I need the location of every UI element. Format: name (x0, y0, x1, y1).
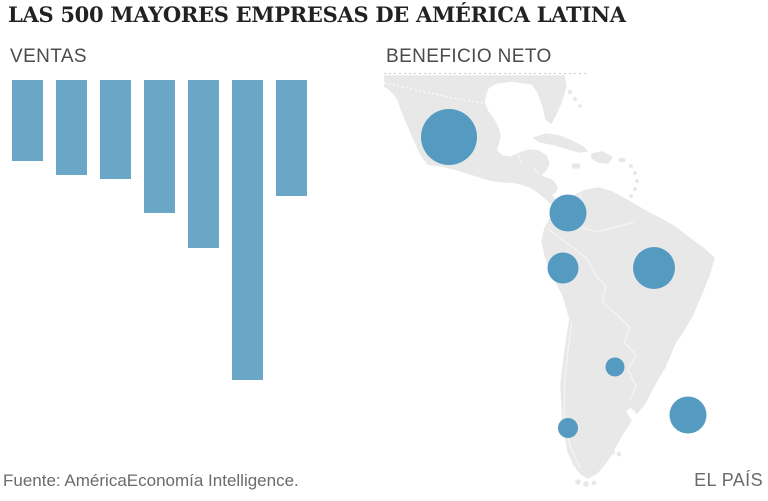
ventas-bar-7 (276, 80, 307, 196)
source-credit: Fuente: AméricaEconomía Intelligence. (3, 471, 299, 490)
ventas-bar-6 (232, 80, 263, 380)
hispaniola-island (591, 151, 613, 164)
brand-logo: EL PAÍS (694, 470, 763, 490)
ventas-section-label: VENTAS (10, 46, 88, 67)
profit-bubbles-layer (421, 109, 707, 438)
page-title: LAS 500 MAYORES EMPRESAS DE AMÉRICA LATI… (8, 2, 626, 27)
ventas-bar-3 (100, 80, 131, 179)
country-borders (517, 154, 637, 469)
bahamas-island (567, 89, 573, 95)
ventas-bar-4 (144, 80, 175, 213)
puerto-rico-island (618, 157, 626, 163)
latam-map (384, 73, 715, 487)
profit-bubble-northern-argentina (605, 357, 625, 377)
ventas-bar-1 (12, 80, 43, 161)
profit-bubble-mexico (421, 109, 477, 165)
us-mexico-border (384, 82, 485, 104)
beneficio-section-label: BENEFICIO NETO (386, 46, 552, 67)
profit-bubble-colombia (549, 194, 587, 232)
jamaica-island (571, 163, 581, 169)
ventas-bar-2 (56, 80, 87, 175)
ventas-bar-chart (12, 80, 307, 380)
profit-bubble-brazil (633, 247, 675, 289)
cuba-island (533, 133, 588, 153)
ventas-bar-5 (188, 80, 219, 248)
southern-islands (575, 449, 622, 487)
falklands-island (609, 449, 615, 455)
profit-bubble-south-atlantic-off-argentina (669, 396, 707, 434)
profit-bubble-chile (558, 418, 578, 438)
caribbean-islands (533, 89, 640, 199)
profit-bubble-peru (547, 252, 579, 284)
